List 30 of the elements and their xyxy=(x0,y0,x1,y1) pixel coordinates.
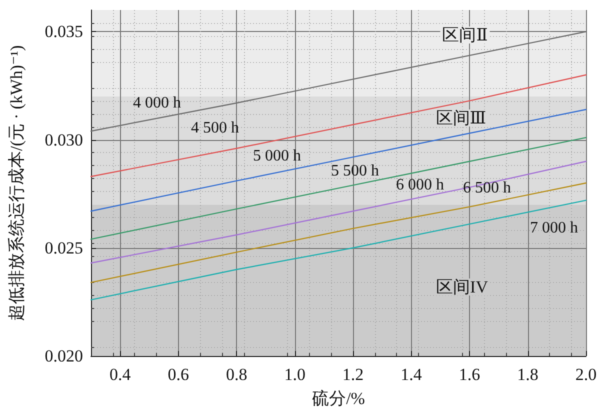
y-tick-label: 0.030 xyxy=(44,130,83,150)
line-series xyxy=(90,74,587,178)
x-tick-label: 1.4 xyxy=(400,365,422,384)
line-series xyxy=(90,108,587,212)
series-label: 6 000 h xyxy=(396,176,444,194)
line-series xyxy=(90,136,587,240)
x-tick-label: 1.0 xyxy=(284,365,306,384)
series-label: 5 000 h xyxy=(253,148,301,164)
x-tick-label: 1.2 xyxy=(342,365,364,384)
x-tick-label: 2.0 xyxy=(575,365,597,384)
line-series xyxy=(90,160,587,264)
series-label: 4 000 h xyxy=(133,94,181,112)
x-tick-label: 0.4 xyxy=(109,365,132,384)
band-label: 区间Ⅲ xyxy=(436,108,486,128)
series-label: 7 000 h xyxy=(530,220,578,236)
x-tick-label: 1.8 xyxy=(517,365,538,384)
y-tick-label: 0.025 xyxy=(44,238,83,258)
band-label: 区间IV xyxy=(436,278,489,296)
series-label: 5 500 h xyxy=(331,162,379,180)
series-label: 6 500 h xyxy=(463,180,511,196)
x-tick-label: 0.6 xyxy=(168,365,189,384)
y-axis-title: 超低排放系统运行成本/(元 · (kWh)⁻¹) xyxy=(7,45,26,321)
band-label: 区间Ⅱ xyxy=(442,26,488,44)
series-label: 4 500 h xyxy=(191,120,239,136)
line-series xyxy=(90,200,587,300)
x-tick-label: 1.6 xyxy=(458,365,480,384)
y-tick-label: 0.020 xyxy=(44,346,83,366)
y-tick-label: 0.035 xyxy=(44,22,83,42)
x-tick-label: 0.8 xyxy=(226,365,248,384)
x-axis-title: 硫分/% xyxy=(312,389,365,408)
